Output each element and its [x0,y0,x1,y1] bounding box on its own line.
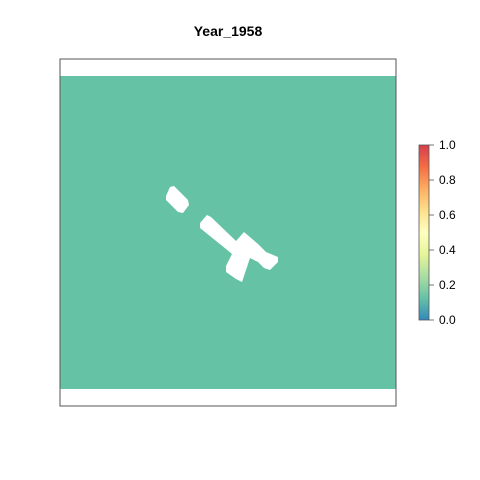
colorbar-tick-label: 1.0 [439,138,456,152]
colorbar-tick-label: 0.0 [439,313,456,327]
colorbar-tick-label: 0.2 [439,278,456,292]
chart-title: Year_1958 [194,23,263,39]
raster-field [60,76,396,389]
colorbar-ticks: 0.0 0.2 0.4 0.6 0.8 1.0 [429,138,456,327]
colorbar-gradient [418,144,430,321]
colorbar: 0.0 0.2 0.4 0.6 0.8 1.0 [418,138,456,327]
colorbar-tick-label: 0.4 [439,243,456,257]
colorbar-tick-label: 0.6 [439,208,456,222]
na-region-small [166,186,189,213]
plot-frame [59,58,397,407]
na-region-large [200,215,278,282]
colorbar-tick-label: 0.8 [439,173,456,187]
na-region-group [166,186,278,282]
